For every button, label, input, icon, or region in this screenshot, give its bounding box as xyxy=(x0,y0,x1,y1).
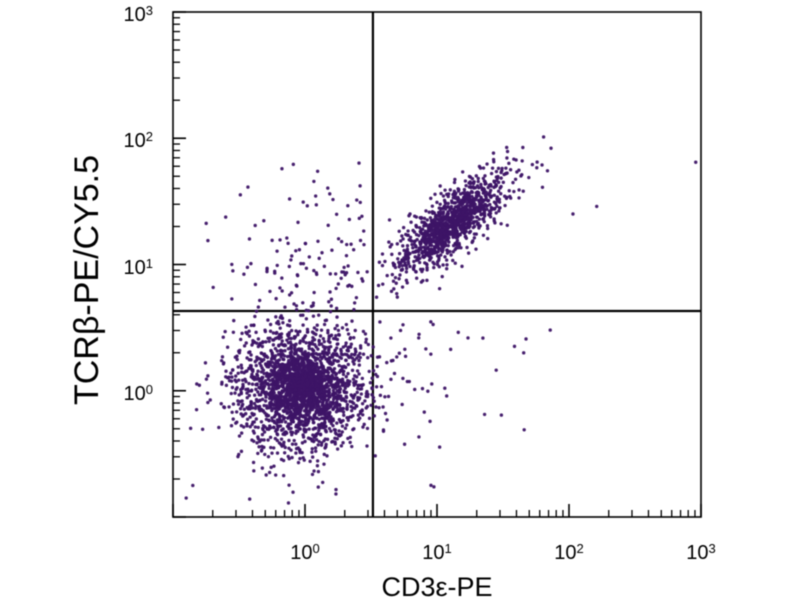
svg-text:TCRβ-PE/CY5.5: TCRβ-PE/CY5.5 xyxy=(68,155,106,405)
svg-text:CD3ε-PE: CD3ε-PE xyxy=(381,572,492,600)
